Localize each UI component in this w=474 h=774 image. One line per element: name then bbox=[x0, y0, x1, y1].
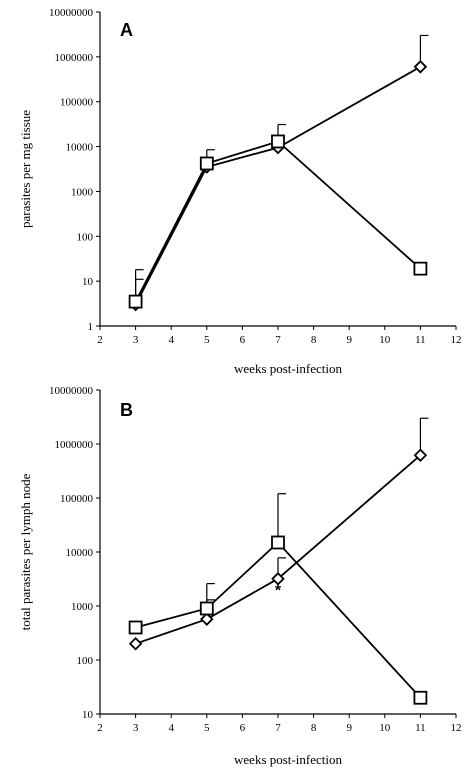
y-axis-title: parasites per mg tissue bbox=[18, 110, 33, 228]
x-tick-label: 7 bbox=[275, 334, 281, 346]
y-tick-label: 100 bbox=[77, 655, 94, 667]
y-tick-label: 1000000 bbox=[55, 439, 94, 451]
series-line-diamond bbox=[134, 66, 421, 306]
y-tick-label: 100000 bbox=[60, 97, 94, 109]
data-point-diamond bbox=[200, 612, 214, 626]
series-line-diamond bbox=[135, 454, 421, 645]
data-point-square bbox=[413, 261, 428, 276]
y-tick-label: 1000 bbox=[71, 186, 94, 198]
series-diamond bbox=[128, 417, 429, 651]
y-tick-label: 1000000 bbox=[55, 52, 94, 64]
x-tick-label: 2 bbox=[97, 722, 103, 734]
x-tick-label: 8 bbox=[311, 334, 317, 346]
x-tick-label: 10 bbox=[379, 722, 391, 734]
data-point-diamond bbox=[413, 60, 428, 74]
panel-label: B bbox=[120, 400, 133, 420]
x-tick-label: 3 bbox=[133, 722, 139, 734]
x-tick-label: 12 bbox=[451, 334, 462, 346]
x-tick-label: 4 bbox=[168, 334, 174, 346]
x-tick-label: 2 bbox=[97, 334, 103, 346]
y-tick-label: 100000 bbox=[60, 493, 94, 505]
data-point-diamond bbox=[413, 448, 428, 462]
x-tick-label: 6 bbox=[240, 722, 246, 734]
data-point-diamond bbox=[128, 636, 143, 651]
series-diamond bbox=[128, 34, 429, 312]
panel-label: A bbox=[120, 20, 133, 40]
y-tick-label: 10 bbox=[82, 709, 94, 721]
x-tick-label: 12 bbox=[451, 722, 462, 734]
data-point-square bbox=[128, 294, 143, 309]
series-line-square bbox=[135, 541, 422, 699]
y-tick-label: 10 bbox=[82, 276, 94, 288]
panel-b: 2 3 4 5 6 7 8 9 10 11 12 10 100 1000 10000 100000 100000… bbox=[18, 385, 462, 767]
data-point-diamond bbox=[271, 571, 285, 586]
x-tick-label: 3 bbox=[133, 334, 139, 346]
panel-a: 2 3 4 5 6 7 8 9 10 11 12 1 10 100 1000 10000 100000 10000… bbox=[18, 7, 462, 376]
x-tick-label: 11 bbox=[415, 722, 426, 734]
data-point-square bbox=[199, 601, 214, 616]
y-tick-label: 1000 bbox=[71, 601, 94, 613]
data-point-square bbox=[271, 535, 285, 550]
y-tick-label: 10000000 bbox=[49, 7, 94, 19]
series-line-square bbox=[134, 140, 421, 303]
x-axis-title: weeks post-infection bbox=[234, 361, 342, 376]
y-tick-label: 10000000 bbox=[49, 385, 94, 397]
y-tick-label: 100 bbox=[77, 231, 94, 243]
data-point-square bbox=[128, 620, 143, 635]
series-square bbox=[128, 123, 428, 309]
significance-annotation: * bbox=[275, 583, 282, 600]
x-tick-label: 9 bbox=[346, 334, 352, 346]
data-point-square bbox=[413, 690, 428, 705]
x-axis-title: weeks post-infection bbox=[234, 752, 342, 767]
data-point-square bbox=[271, 134, 285, 149]
x-tick-label: 8 bbox=[311, 722, 317, 734]
y-axis-title: total parasites per lymph node bbox=[18, 473, 33, 630]
y-tick-label: 10000 bbox=[66, 547, 94, 559]
y-tick-label: 1 bbox=[88, 321, 94, 333]
x-tick-label: 4 bbox=[168, 722, 174, 734]
x-tick-label: 5 bbox=[204, 722, 210, 734]
data-point-square bbox=[199, 156, 214, 171]
x-tick-label: 11 bbox=[415, 334, 426, 346]
x-tick-label: 7 bbox=[275, 722, 281, 734]
x-tick-label: 6 bbox=[240, 334, 246, 346]
series-square bbox=[128, 493, 428, 705]
x-tick-label: 10 bbox=[379, 334, 391, 346]
y-tick-label: 10000 bbox=[66, 142, 94, 154]
x-tick-label: 9 bbox=[346, 722, 352, 734]
x-tick-label: 5 bbox=[204, 334, 210, 346]
